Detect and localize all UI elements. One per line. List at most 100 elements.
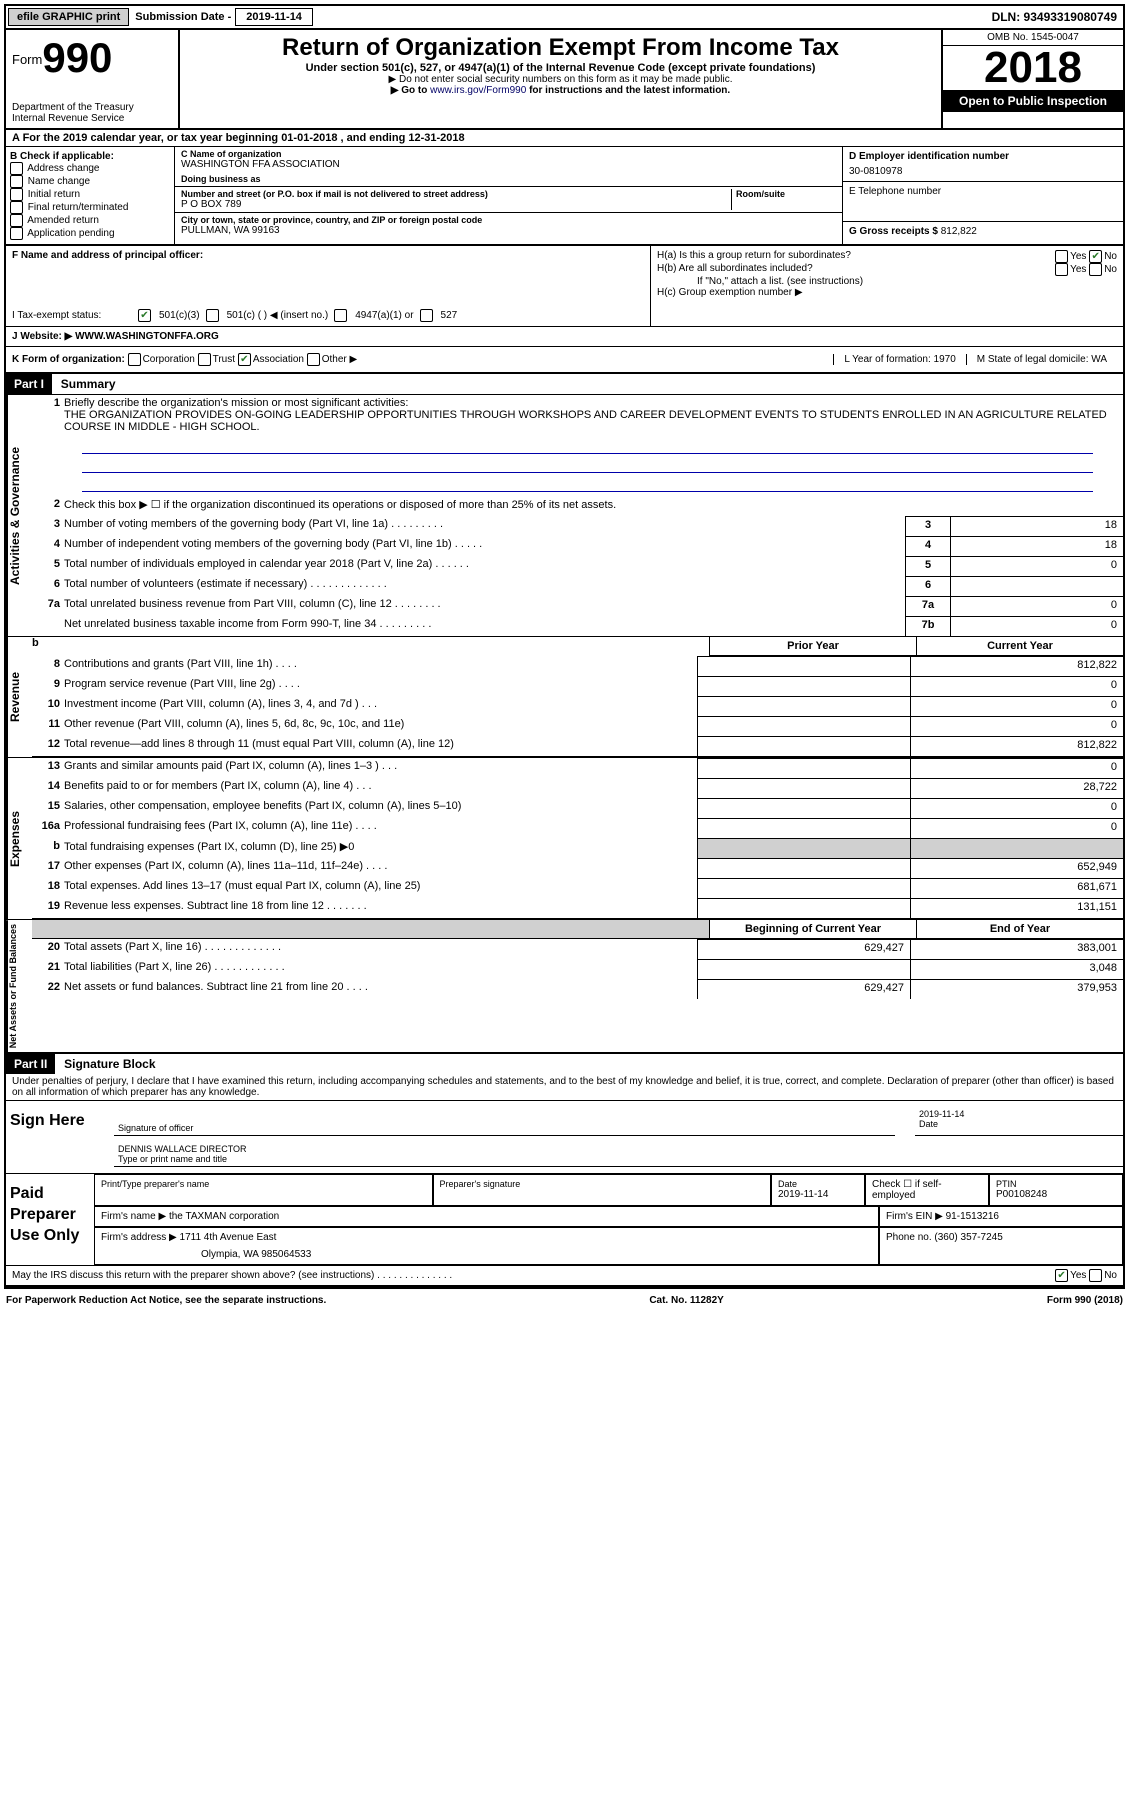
data-line: 12Total revenue—add lines 8 through 11 (…: [32, 736, 1123, 757]
q2: Check this box ▶ ☐ if the organization d…: [64, 496, 1123, 516]
part-i-badge: Part I: [6, 374, 52, 394]
other-checkbox[interactable]: [307, 353, 320, 366]
paid-preparer-label: Paid Preparer Use Only: [6, 1174, 94, 1265]
col-b-label: B Check if applicable:: [10, 151, 114, 162]
revenue-section: Revenue b Prior Year Current Year 8Contr…: [6, 637, 1123, 758]
address-label: Number and street (or P.O. box if mail i…: [181, 189, 731, 199]
4947-label: 4947(a)(1) or: [355, 310, 413, 321]
no-label: No: [1104, 251, 1117, 262]
city-label: City or town, state or province, country…: [181, 215, 836, 225]
declaration-text: Under penalties of perjury, I declare th…: [6, 1074, 1123, 1100]
data-line: 11Other revenue (Part VIII, column (A), …: [32, 716, 1123, 736]
other-label: Other ▶: [322, 354, 357, 365]
col-c-name-address: C Name of organization WASHINGTON FFA AS…: [175, 147, 843, 244]
dba-label: Doing business as: [181, 174, 836, 184]
form-note-2: ▶ Go to www.irs.gov/Form990 for instruct…: [184, 85, 937, 96]
mission-rule: [82, 458, 1093, 473]
form-title: Return of Organization Exempt From Incom…: [184, 34, 937, 62]
side-expenses: Expenses: [6, 758, 32, 919]
data-line: 13Grants and similar amounts paid (Part …: [32, 758, 1123, 778]
ein-label: D Employer identification number: [849, 151, 1009, 162]
discuss-yes-label: Yes: [1070, 1270, 1086, 1281]
row-k: K Form of organization: Corporation Trus…: [6, 347, 1123, 374]
tax-status-label: I Tax-exempt status:: [12, 310, 132, 321]
activities-governance-section: Activities & Governance 1 Briefly descri…: [6, 395, 1123, 637]
form-container: efile GRAPHIC print Submission Date - 20…: [4, 4, 1125, 1289]
colb-checkbox[interactable]: [10, 162, 23, 175]
q1: Briefly describe the organization's miss…: [64, 397, 408, 409]
section-identity: B Check if applicable: Address change Na…: [6, 147, 1123, 246]
part-ii-title: Signature Block: [58, 1057, 155, 1071]
org-name: WASHINGTON FFA ASSOCIATION: [181, 159, 836, 170]
irs-link[interactable]: www.irs.gov/Form990: [430, 85, 526, 96]
expenses-section: Expenses 13Grants and similar amounts pa…: [6, 758, 1123, 920]
data-line: 15Salaries, other compensation, employee…: [32, 798, 1123, 818]
assoc-label: Association: [253, 354, 304, 365]
501c3-checkbox[interactable]: [138, 309, 151, 322]
cat-no: Cat. No. 11282Y: [649, 1295, 723, 1306]
501c-checkbox[interactable]: [206, 309, 219, 322]
date-label: Date: [919, 1119, 938, 1129]
prior-year-header: Prior Year: [709, 637, 916, 656]
current-year-header: Current Year: [916, 637, 1123, 656]
summary-line: 6Total number of volunteers (estimate if…: [32, 576, 1123, 596]
data-line: 17Other expenses (Part IX, column (A), l…: [32, 858, 1123, 878]
note2-suffix: for instructions and the latest informat…: [526, 85, 730, 96]
mission-rule: [82, 439, 1093, 454]
colb-item: Address change: [10, 162, 170, 175]
hb-no-checkbox[interactable]: [1089, 263, 1102, 276]
ha-yes-checkbox[interactable]: [1055, 250, 1068, 263]
firm-ein-label: Firm's EIN ▶: [886, 1211, 943, 1222]
501c-label: 501(c) ( ) ◀ (insert no.): [227, 310, 329, 321]
colb-item: Name change: [10, 175, 170, 188]
colb-checkbox[interactable]: [10, 201, 23, 214]
org-name-label: C Name of organization: [181, 149, 836, 159]
submission-date-value: 2019-11-14: [235, 8, 313, 26]
summary-line: 3Number of voting members of the governi…: [32, 516, 1123, 536]
submission-date-label: Submission Date -: [131, 11, 235, 23]
prep-date: 2019-11-14: [778, 1189, 858, 1200]
phone-label: Phone no.: [886, 1232, 932, 1243]
header-left: Form990 Department of the Treasury Inter…: [6, 30, 180, 128]
firm-addr-label: Firm's address ▶: [101, 1232, 177, 1243]
colb-checkbox[interactable]: [10, 188, 23, 201]
data-line: 21Total liabilities (Part X, line 26) . …: [32, 959, 1123, 979]
row-website: J Website: ▶ WWW.WASHINGTONFFA.ORG: [6, 327, 1123, 347]
top-toolbar: efile GRAPHIC print Submission Date - 20…: [6, 6, 1123, 30]
form-header: Form990 Department of the Treasury Inter…: [6, 30, 1123, 130]
527-checkbox[interactable]: [420, 309, 433, 322]
col-b-checkboxes: B Check if applicable: Address change Na…: [6, 147, 175, 244]
4947-checkbox[interactable]: [334, 309, 347, 322]
data-line: 20Total assets (Part X, line 16) . . . .…: [32, 939, 1123, 959]
ha-no-checkbox[interactable]: [1089, 250, 1102, 263]
side-activities: Activities & Governance: [6, 395, 32, 636]
efile-button[interactable]: efile GRAPHIC print: [8, 8, 129, 26]
paperwork-notice: For Paperwork Reduction Act Notice, see …: [6, 1295, 326, 1306]
hc-label: H(c) Group exemption number ▶: [657, 287, 1117, 298]
summary-line: 5Total number of individuals employed in…: [32, 556, 1123, 576]
discuss-yes-checkbox[interactable]: [1055, 1269, 1068, 1282]
prep-name-label: Print/Type preparer's name: [101, 1179, 426, 1189]
gross-receipts-value: 812,822: [941, 226, 977, 237]
colb-checkbox[interactable]: [10, 227, 23, 240]
tax-year: 2018: [943, 46, 1123, 90]
form-note-1: ▶ Do not enter social security numbers o…: [184, 74, 937, 85]
phone-value: (360) 357-7245: [934, 1232, 1002, 1243]
assoc-checkbox[interactable]: [238, 353, 251, 366]
discuss-no-checkbox[interactable]: [1089, 1269, 1102, 1282]
trust-checkbox[interactable]: [198, 353, 211, 366]
colb-checkbox[interactable]: [10, 214, 23, 227]
data-line: bTotal fundraising expenses (Part IX, co…: [32, 838, 1123, 858]
col-de: D Employer identification number 30-0810…: [843, 147, 1123, 244]
part-ii-badge: Part II: [6, 1054, 55, 1074]
corp-checkbox[interactable]: [128, 353, 141, 366]
colb-checkbox[interactable]: [10, 175, 23, 188]
l-year: L Year of formation: 1970: [833, 354, 965, 365]
dln-label: DLN: 93493319080749: [992, 10, 1123, 24]
firm-addr: 1711 4th Avenue East: [180, 1232, 277, 1243]
officer-name: DENNIS WALLACE DIRECTOR: [118, 1144, 1119, 1154]
part-ii-header: Part II Signature Block: [6, 1054, 1123, 1074]
hb-yes-checkbox[interactable]: [1055, 263, 1068, 276]
address-value: P O BOX 789: [181, 199, 731, 210]
colb-item: Application pending: [10, 227, 170, 240]
